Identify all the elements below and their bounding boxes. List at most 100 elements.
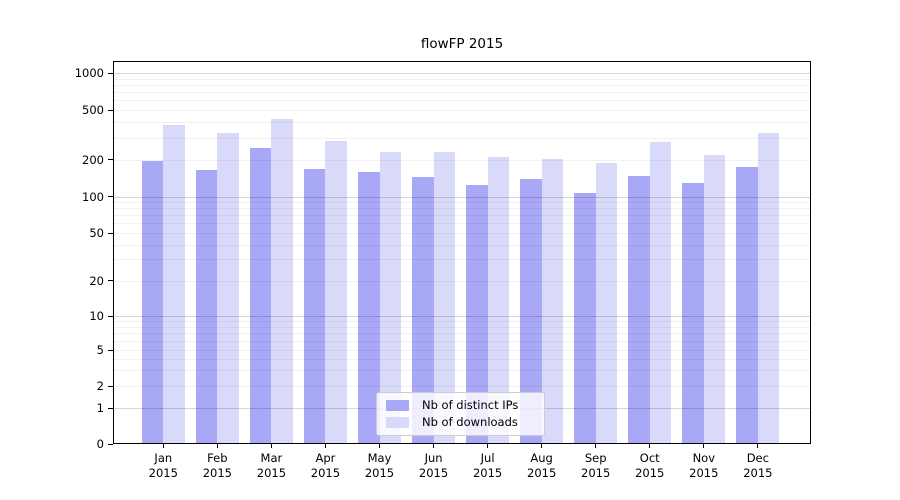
bar [217,133,239,444]
gridline [113,85,811,86]
bar [520,178,542,444]
gridline [113,73,811,74]
bar [249,148,272,444]
plot-area [113,61,811,444]
x-tick-label: Dec 2015 [743,451,773,480]
x-tick-mark [487,444,489,448]
y-tick-mark [108,72,113,74]
y-tick-mark [108,407,113,409]
legend-label-downloads: Nb of downloads [422,414,518,429]
y-tick-label: 5 [96,343,104,357]
y-tick-label: 10 [89,309,104,323]
gridline [113,245,811,246]
x-tick-label: Sep 2015 [581,451,611,480]
x-tick-label: Feb 2015 [202,451,232,480]
gridline [113,327,811,328]
x-tick-mark [649,444,651,448]
gridline [113,333,811,334]
bar [574,193,596,444]
gridline [113,316,811,317]
gridline [113,110,811,111]
y-tick-label: 500 [82,103,104,117]
bar [303,169,326,444]
gridline [113,386,811,387]
bar [271,119,293,444]
legend-item-downloads: Nb of downloads [386,414,535,429]
y-tick-mark [108,443,113,445]
bar [358,171,380,444]
x-tick-mark [433,444,435,448]
x-tick-label: May 2015 [364,451,395,480]
y-tick-label: 0 [96,437,104,451]
x-tick-label: Mar 2015 [256,451,287,480]
x-tick-mark [379,444,380,448]
gridline [113,197,811,198]
y-tick-mark [108,349,113,351]
x-tick-label: Apr 2015 [310,451,341,480]
gridline [113,259,811,260]
y-tick-mark [108,109,113,111]
y-tick-label: 2 [96,379,104,393]
legend-swatch-downloads-icon [386,416,409,428]
legend: Nb of distinct IPs Nb of downloads [376,392,545,436]
x-tick-mark [324,444,326,448]
bar [628,175,650,444]
gridline [113,350,811,351]
y-tick-label: 200 [82,152,104,167]
x-tick-label: Jul 2015 [472,451,503,480]
gridline [113,215,811,216]
x-tick-label: Jan 2015 [148,451,178,480]
y-tick-mark [108,232,113,234]
gridline [113,122,811,123]
gridline [113,138,811,139]
x-tick-label: Nov 2015 [689,451,719,480]
gridline [113,223,811,224]
y-tick-mark [108,385,113,387]
bar [325,140,347,444]
y-tick-label: 20 [89,273,104,288]
bar [379,152,401,444]
bar [757,132,780,444]
y-tick-mark [108,196,113,197]
bar [703,154,726,444]
y-tick-mark [108,280,113,281]
gridline [113,341,811,342]
legend-swatch-distinct-ips-icon [386,400,409,412]
x-tick-label: Aug 2015 [527,451,557,480]
bar [412,177,434,444]
gridline [113,79,811,80]
bar [466,185,488,444]
bar [195,170,218,444]
bar [141,160,164,444]
bar [649,141,672,444]
y-tick-mark [108,159,113,160]
y-tick-label: 50 [89,226,104,240]
chart-title: flowFP 2015 [420,36,504,52]
bar [487,157,510,444]
x-tick-mark [216,444,218,448]
x-tick-label: Jun 2015 [418,451,449,480]
gridline [113,281,811,282]
y-tick-label: 1000 [74,66,104,80]
legend-item-distinct-ips: Nb of distinct IPs [386,399,535,412]
gridline [113,160,811,161]
gridline [113,100,811,101]
bar [541,158,564,444]
x-tick-mark [270,444,272,448]
bar [682,182,704,444]
gridline [113,321,811,322]
bar [163,124,185,444]
y-tick-label: 1 [96,401,104,415]
x-tick-label: Oct 2015 [635,451,665,480]
gridline [113,370,811,371]
x-tick-mark [162,444,164,448]
legend-label-distinct-ips: Nb of distinct IPs [422,398,519,413]
bar [736,166,758,444]
y-tick-label: 100 [82,189,104,204]
bar [595,162,618,444]
gridline [113,202,811,203]
gridline [113,208,811,209]
x-tick-mark [595,444,597,448]
gridline [113,359,811,360]
